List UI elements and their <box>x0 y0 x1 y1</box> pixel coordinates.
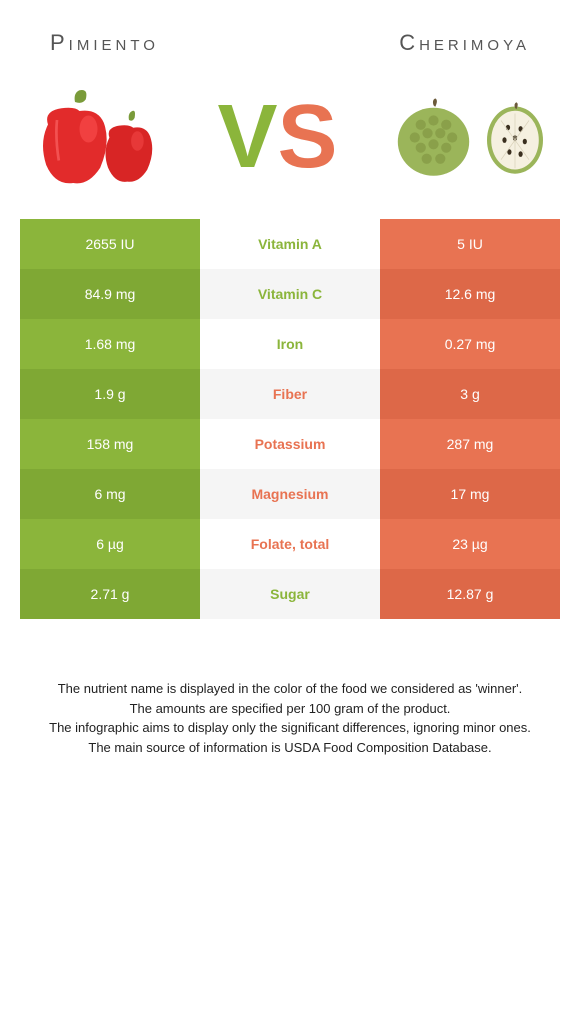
left-value: 6 mg <box>20 469 200 519</box>
left-value: 2.71 g <box>20 569 200 619</box>
footer-line: The nutrient name is displayed in the co… <box>20 679 560 699</box>
pimiento-image <box>30 88 164 188</box>
nutrient-name: Sugar <box>200 569 380 619</box>
header: Pimiento Cherimoya <box>0 0 580 66</box>
vs-s: S <box>278 86 338 189</box>
nutrient-name: Fiber <box>200 369 380 419</box>
footer-line: The amounts are specified per 100 gram o… <box>20 699 560 719</box>
right-value: 17 mg <box>380 469 560 519</box>
vs-v: V <box>217 86 277 189</box>
right-value: 5 IU <box>380 219 560 269</box>
nutrient-name: Vitamin A <box>200 219 380 269</box>
table-row: 1.68 mgIron0.27 mg <box>20 319 560 369</box>
title-right: Cherimoya <box>399 30 530 56</box>
cherimoya-image <box>391 95 550 180</box>
table-row: 2.71 gSugar12.87 g <box>20 569 560 619</box>
left-value: 1.9 g <box>20 369 200 419</box>
right-value: 3 g <box>380 369 560 419</box>
table-row: 2655 IUVitamin A5 IU <box>20 219 560 269</box>
hero: V S <box>0 66 580 219</box>
footer-line: The main source of information is USDA F… <box>20 738 560 758</box>
table-row: 6 µgFolate, total23 µg <box>20 519 560 569</box>
nutrient-name: Magnesium <box>200 469 380 519</box>
table-row: 84.9 mgVitamin C12.6 mg <box>20 269 560 319</box>
left-value: 1.68 mg <box>20 319 200 369</box>
nutrient-table: 2655 IUVitamin A5 IU84.9 mgVitamin C12.6… <box>20 219 560 619</box>
right-value: 23 µg <box>380 519 560 569</box>
table-row: 158 mgPotassium287 mg <box>20 419 560 469</box>
right-value: 287 mg <box>380 419 560 469</box>
right-value: 0.27 mg <box>380 319 560 369</box>
left-value: 84.9 mg <box>20 269 200 319</box>
nutrient-name: Vitamin C <box>200 269 380 319</box>
title-left: Pimiento <box>50 30 159 56</box>
left-value: 6 µg <box>20 519 200 569</box>
footer-line: The infographic aims to display only the… <box>20 718 560 738</box>
nutrient-name: Iron <box>200 319 380 369</box>
left-value: 158 mg <box>20 419 200 469</box>
table-row: 1.9 gFiber3 g <box>20 369 560 419</box>
footer-notes: The nutrient name is displayed in the co… <box>0 679 580 757</box>
nutrient-name: Potassium <box>200 419 380 469</box>
table-row: 6 mgMagnesium17 mg <box>20 469 560 519</box>
left-value: 2655 IU <box>20 219 200 269</box>
right-value: 12.6 mg <box>380 269 560 319</box>
vs-label: V S <box>217 86 337 189</box>
right-value: 12.87 g <box>380 569 560 619</box>
nutrient-name: Folate, total <box>200 519 380 569</box>
